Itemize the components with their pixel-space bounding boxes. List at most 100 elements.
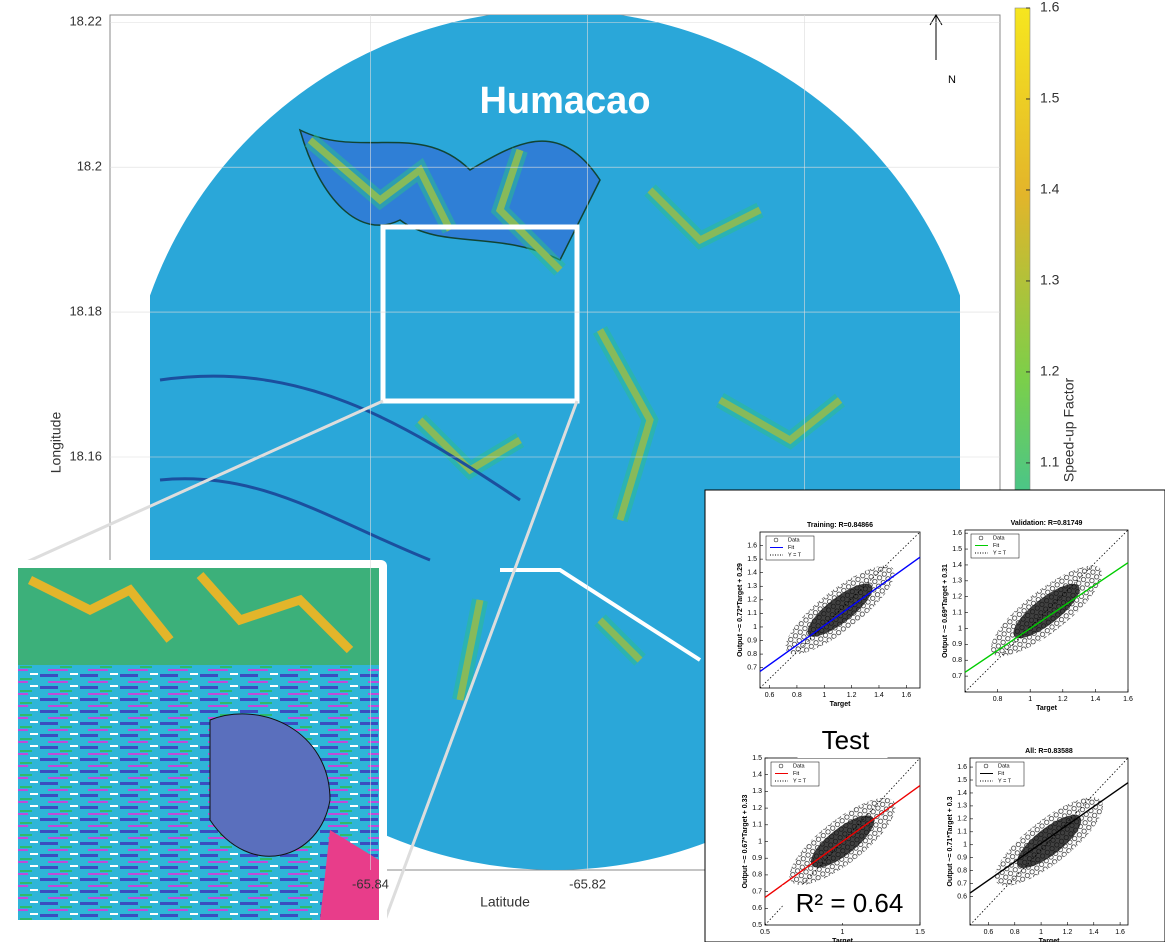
legend-label: Fit [793, 771, 800, 777]
x-tick-label: 1.4 [1091, 696, 1101, 703]
north-label: N [948, 74, 956, 86]
y-tick-label: 1.1 [957, 829, 967, 836]
y-tick-label: 1.3 [752, 788, 762, 795]
colorbar-tick-label: 1.1 [1040, 454, 1060, 470]
fit-line [964, 562, 1129, 673]
legend-label: Fit [788, 545, 795, 551]
inset [10, 560, 387, 928]
x-tick-label: 1 [822, 692, 826, 699]
identity-line [759, 531, 921, 689]
y-tick-label: 1.4 [957, 790, 967, 797]
point-cloud [807, 583, 873, 637]
y-tick-label: 18.2 [77, 159, 102, 174]
plot-title: Training: R=0.84866 [807, 522, 873, 529]
x-tick-label: 1.2 [1058, 696, 1068, 703]
x-tick-label: 0.6 [765, 692, 775, 699]
x-tick-label: 1 [1028, 696, 1032, 703]
legend-symbol [978, 535, 984, 541]
y-tick-label: 0.8 [957, 867, 967, 874]
y-tick-label: 1.6 [957, 764, 967, 771]
plot-title: All: R=0.83588 [1025, 748, 1073, 755]
legend-symbol [778, 763, 784, 769]
y-axis-label: Output ~= 0.67*Target + 0.33 [742, 794, 749, 888]
x-tick-label: 1 [1039, 929, 1043, 936]
y-tick-label: 1.5 [752, 755, 762, 762]
annotation: R² = 0.64 [796, 888, 904, 918]
y-tick-label: 1 [753, 624, 757, 631]
y-tick-label: 0.9 [752, 855, 762, 862]
fit-line [969, 782, 1129, 894]
legend-label: Data [998, 763, 1011, 769]
y-tick-label: 1.5 [747, 556, 757, 563]
legend-label: Fit [998, 771, 1005, 777]
x-axis-label: Target [832, 938, 854, 942]
x-tick-label: 0.8 [993, 696, 1003, 703]
plot-title: Validation: R=0.81749 [1011, 520, 1083, 527]
fit-line [764, 784, 921, 899]
y-tick-label: 1.2 [952, 594, 962, 601]
y-tick-label: 0.7 [747, 664, 757, 671]
x-tick-label: 1.4 [1089, 929, 1099, 936]
colorbar-tick-label: 1.6 [1040, 0, 1060, 15]
x-tick-label: 1.6 [901, 692, 911, 699]
y-tick-label: 0.5 [752, 922, 762, 929]
y-tick-label: 1.4 [952, 562, 962, 569]
x-axis-label: Latitude [480, 894, 530, 910]
y-tick-label: 1.3 [952, 578, 962, 585]
x-tick-label: 0.8 [792, 692, 802, 699]
x-tick-label: 1 [841, 929, 845, 936]
y-tick-label: 0.7 [957, 880, 967, 887]
y-tick-label: 1.1 [952, 609, 962, 616]
y-tick-label: 1.6 [747, 542, 757, 549]
y-tick-label: 18.22 [69, 14, 102, 29]
y-axis-label: Output ~= 0.69*Target + 0.31 [942, 564, 949, 658]
y-tick-label: 0.8 [747, 651, 757, 658]
colorbar-tick-label: 1.5 [1040, 90, 1060, 106]
y-tick-label: 1.2 [752, 805, 762, 812]
y-tick-label: 0.6 [752, 905, 762, 912]
y-tick-label: 0.9 [952, 641, 962, 648]
y-tick-label: 1.4 [752, 772, 762, 779]
x-tick-label: 1.5 [915, 929, 925, 936]
y-tick-label: 0.9 [747, 637, 757, 644]
y-tick-label: 0.7 [752, 888, 762, 895]
x-tick-label: 0.5 [760, 929, 770, 936]
annotation-bg [797, 728, 888, 758]
y-tick-label: 1.1 [752, 822, 762, 829]
y-tick-label: 1.3 [957, 803, 967, 810]
colorbar-label: Speed-up Factor [1061, 378, 1077, 483]
x-tick-label: 0.8 [1010, 929, 1020, 936]
fit-line [759, 556, 921, 673]
legend-symbol [983, 763, 989, 769]
legend-label: Data [793, 763, 806, 769]
y-tick-label: 1.4 [747, 570, 757, 577]
x-tick-label: -65.82 [569, 876, 606, 891]
y-tick-label: 0.7 [952, 673, 962, 680]
zoom-connector [19, 399, 384, 567]
x-tick-label: 1.4 [874, 692, 884, 699]
colorbar-tick-label: 1.4 [1040, 181, 1060, 197]
y-tick-label: 1.1 [747, 610, 757, 617]
point-cloud [1013, 583, 1080, 639]
y-tick-label: 0.9 [957, 855, 967, 862]
map-title: Humacao [479, 80, 650, 122]
identity-line [764, 757, 921, 926]
legend-label: Y = T [993, 550, 1007, 556]
y-tick-label: 0.8 [952, 657, 962, 664]
x-tick-label: 1.6 [1123, 696, 1133, 703]
y-axis-label: Output ~= 0.71*Target + 0.3 [947, 796, 954, 886]
legend-label: Y = T [788, 552, 802, 558]
x-tick-label: -65.84 [352, 876, 389, 891]
x-tick-label: 1.2 [847, 692, 857, 699]
y-tick-label: 1.6 [952, 530, 962, 537]
y-tick-label: 1.5 [952, 546, 962, 553]
y-tick-label: 18.18 [69, 304, 102, 319]
y-tick-label: 1.3 [747, 583, 757, 590]
legend-label: Data [993, 535, 1006, 541]
x-axis-label: Target [830, 701, 852, 708]
zoom-box [380, 224, 580, 404]
colorbar-tick-label: 1.3 [1040, 272, 1060, 288]
annotation: Test [822, 725, 870, 755]
x-tick-label: 1.6 [1115, 929, 1125, 936]
